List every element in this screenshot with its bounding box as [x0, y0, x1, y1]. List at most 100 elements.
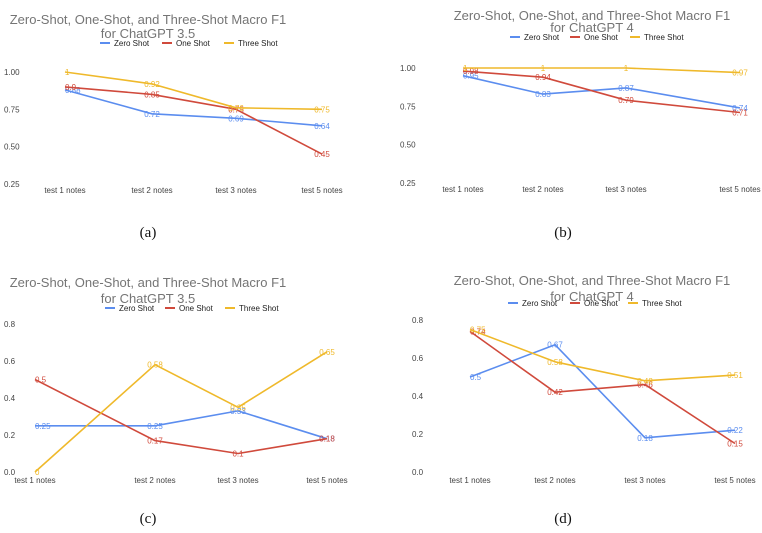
series-line-three — [469, 328, 736, 382]
data-label-three: 0.92 — [144, 80, 160, 89]
chart-title: Zero-Shot, One-Shot, and Three-Shot Macr… — [454, 273, 731, 288]
series-line-one — [64, 86, 323, 155]
series-line-one — [462, 70, 741, 114]
x-tick-label: test 5 notes — [301, 186, 342, 195]
legend-label-one: One Shot — [584, 33, 619, 42]
chart-panel-2: Zero-Shot, One-Shot, and Three-Shot Macr… — [400, 8, 761, 241]
legend-label-one: One Shot — [179, 304, 214, 313]
panel-caption: (c) — [140, 511, 157, 527]
data-label-one: 0.85 — [144, 90, 160, 99]
chart-subtitle: for ChatGPT 4 — [550, 289, 634, 304]
data-label-zero: 0.22 — [727, 426, 743, 435]
legend-label-zero: Zero Shot — [522, 299, 558, 308]
x-tick-label: test 1 notes — [44, 186, 85, 195]
series-line-three — [34, 351, 328, 473]
y-tick-label: 0.6 — [4, 357, 16, 366]
x-tick-label: test 1 notes — [442, 185, 483, 194]
x-tick-label: test 5 notes — [714, 476, 755, 485]
y-tick-label: 0.8 — [4, 320, 16, 329]
data-label-zero: 0.74 — [732, 104, 748, 113]
data-label-zero: 0.5 — [470, 373, 482, 382]
chart-title: Zero-Shot, One-Shot, and Three-Shot Macr… — [10, 275, 287, 290]
y-tick-label: 0.75 — [4, 105, 20, 114]
x-tick-label: test 3 notes — [624, 476, 665, 485]
x-tick-label: test 3 notes — [605, 185, 646, 194]
data-label-zero: 0.18 — [319, 435, 335, 444]
chart-title: Zero-Shot, One-Shot, and Three-Shot Macr… — [10, 12, 287, 27]
y-tick-label: 0.25 — [400, 179, 416, 188]
y-tick-label: 0.2 — [412, 430, 424, 439]
data-label-one: 0.45 — [314, 150, 330, 159]
panel-caption: (a) — [140, 225, 157, 241]
panel-caption: (b) — [554, 225, 572, 241]
y-tick-label: 0.0 — [4, 468, 16, 477]
data-label-three: 0 — [35, 468, 40, 477]
data-label-one: 0.75 — [228, 105, 244, 114]
x-tick-label: test 1 notes — [449, 476, 490, 485]
chart-panel-3: Zero-Shot, One-Shot, and Three-Shot Macr… — [4, 275, 348, 527]
chart-subtitle: for ChatGPT 4 — [550, 20, 634, 35]
y-tick-label: 0.8 — [412, 316, 424, 325]
x-tick-label: test 2 notes — [131, 186, 172, 195]
data-label-zero: 0.67 — [547, 341, 563, 350]
data-label-three: 0.76 — [228, 104, 244, 113]
data-label-three: 1 — [463, 64, 468, 73]
y-tick-label: 0.4 — [412, 392, 424, 401]
data-label-one: 0.1 — [232, 450, 244, 459]
data-label-three: 1 — [624, 64, 629, 73]
legend-label-one: One Shot — [176, 39, 211, 48]
data-label-one: 0.17 — [147, 437, 163, 446]
data-label-zero: 0.95 — [463, 72, 479, 81]
legend-label-three: Three Shot — [642, 299, 682, 308]
x-tick-label: test 5 notes — [719, 185, 760, 194]
data-label-three: 1 — [541, 64, 546, 73]
data-label-zero: 0.33 — [230, 407, 246, 416]
data-label-one: 0.9 — [65, 83, 77, 92]
data-label-zero: 0.87 — [618, 84, 634, 93]
y-tick-label: 1.00 — [400, 64, 416, 73]
legend-label-three: Three Shot — [239, 304, 279, 313]
data-label-three: 0.58 — [547, 358, 563, 367]
y-tick-label: 0.4 — [4, 394, 16, 403]
y-tick-label: 1.00 — [4, 68, 20, 77]
data-label-one: 0.5 — [35, 376, 47, 385]
series-line-three — [463, 67, 741, 74]
x-tick-label: test 3 notes — [217, 476, 258, 485]
legend-label-zero: Zero Shot — [524, 33, 560, 42]
data-label-zero: 0.64 — [314, 122, 330, 131]
data-label-three: 0.75 — [470, 326, 486, 335]
series-line-zero — [35, 410, 328, 440]
data-label-three: 0.58 — [147, 361, 163, 370]
x-tick-label: test 5 notes — [306, 476, 347, 485]
legend-label-three: Three Shot — [238, 39, 278, 48]
panel-caption: (d) — [554, 511, 572, 527]
data-label-zero: 0.69 — [228, 114, 244, 123]
y-tick-label: 0.0 — [412, 468, 424, 477]
data-label-three: 0.35 — [230, 403, 246, 412]
y-tick-label: 0.75 — [400, 102, 416, 111]
chart-panel-1: Zero-Shot, One-Shot, and Three-Shot Macr… — [4, 12, 343, 241]
series-line-zero — [462, 74, 741, 109]
data-label-three: 0.51 — [727, 371, 743, 380]
chart-title: Zero-Shot, One-Shot, and Three-Shot Macr… — [454, 8, 731, 23]
legend-label-one: One Shot — [584, 299, 619, 308]
legend-label-three: Three Shot — [644, 33, 684, 42]
x-tick-label: test 2 notes — [534, 476, 575, 485]
series-line-one — [34, 378, 328, 455]
data-label-one: 0.46 — [637, 381, 653, 390]
data-label-one: 0.15 — [727, 440, 743, 449]
data-label-one: 0.71 — [732, 108, 748, 117]
data-label-zero: 0.25 — [35, 422, 51, 431]
series-line-zero — [469, 343, 736, 439]
data-label-three: 0.65 — [319, 348, 335, 357]
data-label-three: 1 — [65, 68, 70, 77]
chart-subtitle: for ChatGPT 3.5 — [101, 26, 195, 41]
data-label-three: 0.75 — [314, 105, 330, 114]
data-label-zero: 0.83 — [535, 90, 551, 99]
data-label-one: 0.94 — [535, 73, 551, 82]
data-label-one: 0.42 — [547, 388, 563, 397]
data-label-zero: 0.72 — [144, 110, 160, 119]
data-label-zero: 0.25 — [147, 422, 163, 431]
data-label-one: 0.98 — [463, 67, 479, 76]
